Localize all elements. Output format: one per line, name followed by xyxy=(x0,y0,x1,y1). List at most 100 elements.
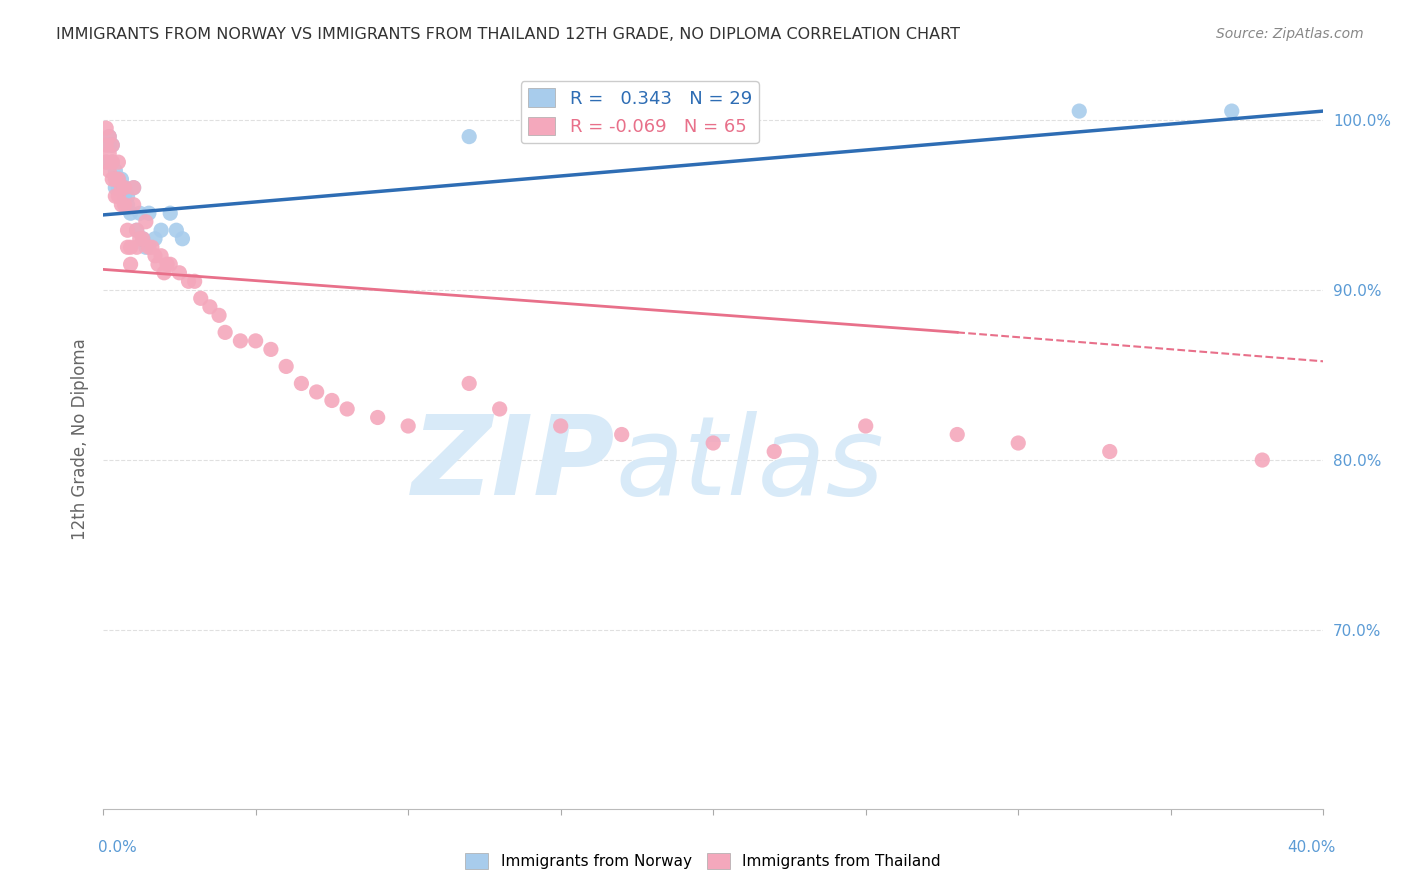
Point xyxy=(132,232,155,246)
Point xyxy=(150,249,173,263)
Point xyxy=(110,180,132,194)
Point xyxy=(135,215,157,229)
Text: Source: ZipAtlas.com: Source: ZipAtlas.com xyxy=(1216,27,1364,41)
Point xyxy=(98,163,121,178)
Point xyxy=(290,376,312,391)
Point xyxy=(138,240,160,254)
Point xyxy=(122,180,145,194)
Legend: Immigrants from Norway, Immigrants from Thailand: Immigrants from Norway, Immigrants from … xyxy=(460,847,946,875)
Point xyxy=(107,189,129,203)
Point xyxy=(321,393,343,408)
Point xyxy=(120,257,142,271)
Point xyxy=(245,334,267,348)
Point xyxy=(165,223,187,237)
Point xyxy=(122,197,145,211)
Point xyxy=(98,129,121,144)
Point xyxy=(153,266,176,280)
Point xyxy=(488,401,510,416)
Point xyxy=(110,172,132,186)
Point xyxy=(96,138,118,153)
Point xyxy=(198,300,221,314)
Point xyxy=(128,232,150,246)
Point xyxy=(98,138,121,153)
Point xyxy=(190,291,212,305)
Point xyxy=(114,180,136,194)
Point xyxy=(138,206,160,220)
Point xyxy=(135,240,157,254)
Point xyxy=(101,172,124,186)
Point xyxy=(1007,436,1029,450)
Point xyxy=(305,384,328,399)
Point xyxy=(104,180,127,194)
Point xyxy=(120,240,142,254)
Text: atlas: atlas xyxy=(616,411,884,518)
Point xyxy=(229,334,252,348)
Point xyxy=(117,189,139,203)
Point xyxy=(610,427,633,442)
Point xyxy=(125,223,148,237)
Point xyxy=(396,419,419,434)
Point xyxy=(763,444,786,458)
Text: IMMIGRANTS FROM NORWAY VS IMMIGRANTS FROM THAILAND 12TH GRADE, NO DIPLOMA CORREL: IMMIGRANTS FROM NORWAY VS IMMIGRANTS FRO… xyxy=(56,27,960,42)
Point xyxy=(107,172,129,186)
Point xyxy=(1098,444,1121,458)
Point xyxy=(125,223,148,237)
Point xyxy=(101,138,124,153)
Point xyxy=(96,121,118,136)
Point xyxy=(177,274,200,288)
Point xyxy=(120,206,142,220)
Point xyxy=(104,163,127,178)
Point xyxy=(1069,104,1091,119)
Point xyxy=(114,180,136,194)
Point xyxy=(169,266,191,280)
Point xyxy=(156,257,179,271)
Point xyxy=(125,240,148,254)
Point xyxy=(101,138,124,153)
Point xyxy=(114,197,136,211)
Point xyxy=(98,146,121,161)
Point xyxy=(141,240,163,254)
Point xyxy=(183,274,205,288)
Point xyxy=(159,257,181,271)
Point xyxy=(276,359,298,374)
Point xyxy=(104,172,127,186)
Point xyxy=(117,240,139,254)
Point xyxy=(143,232,166,246)
Point xyxy=(143,249,166,263)
Point xyxy=(458,376,481,391)
Text: 40.0%: 40.0% xyxy=(1288,840,1336,855)
Point xyxy=(96,155,118,169)
Y-axis label: 12th Grade, No Diploma: 12th Grade, No Diploma xyxy=(72,338,89,540)
Point xyxy=(260,343,283,357)
Point xyxy=(107,180,129,194)
Point xyxy=(172,232,194,246)
Point xyxy=(132,232,155,246)
Point xyxy=(128,206,150,220)
Point xyxy=(107,155,129,169)
Point xyxy=(1220,104,1243,119)
Point xyxy=(150,223,173,237)
Point xyxy=(117,223,139,237)
Text: ZIP: ZIP xyxy=(412,411,616,518)
Point xyxy=(208,309,231,323)
Point xyxy=(159,206,181,220)
Point xyxy=(101,155,124,169)
Point xyxy=(702,436,724,450)
Point xyxy=(101,155,124,169)
Point xyxy=(122,180,145,194)
Point xyxy=(336,401,359,416)
Point xyxy=(855,419,877,434)
Point xyxy=(946,427,969,442)
Point xyxy=(214,326,236,340)
Point xyxy=(114,189,136,203)
Text: 0.0%: 0.0% xyxy=(98,840,138,855)
Point xyxy=(107,172,129,186)
Point xyxy=(550,419,572,434)
Point xyxy=(96,155,118,169)
Point xyxy=(458,129,481,144)
Point xyxy=(146,257,169,271)
Point xyxy=(367,410,389,425)
Legend: R =   0.343   N = 29, R = -0.069   N = 65: R = 0.343 N = 29, R = -0.069 N = 65 xyxy=(520,81,759,144)
Point xyxy=(98,129,121,144)
Point xyxy=(117,197,139,211)
